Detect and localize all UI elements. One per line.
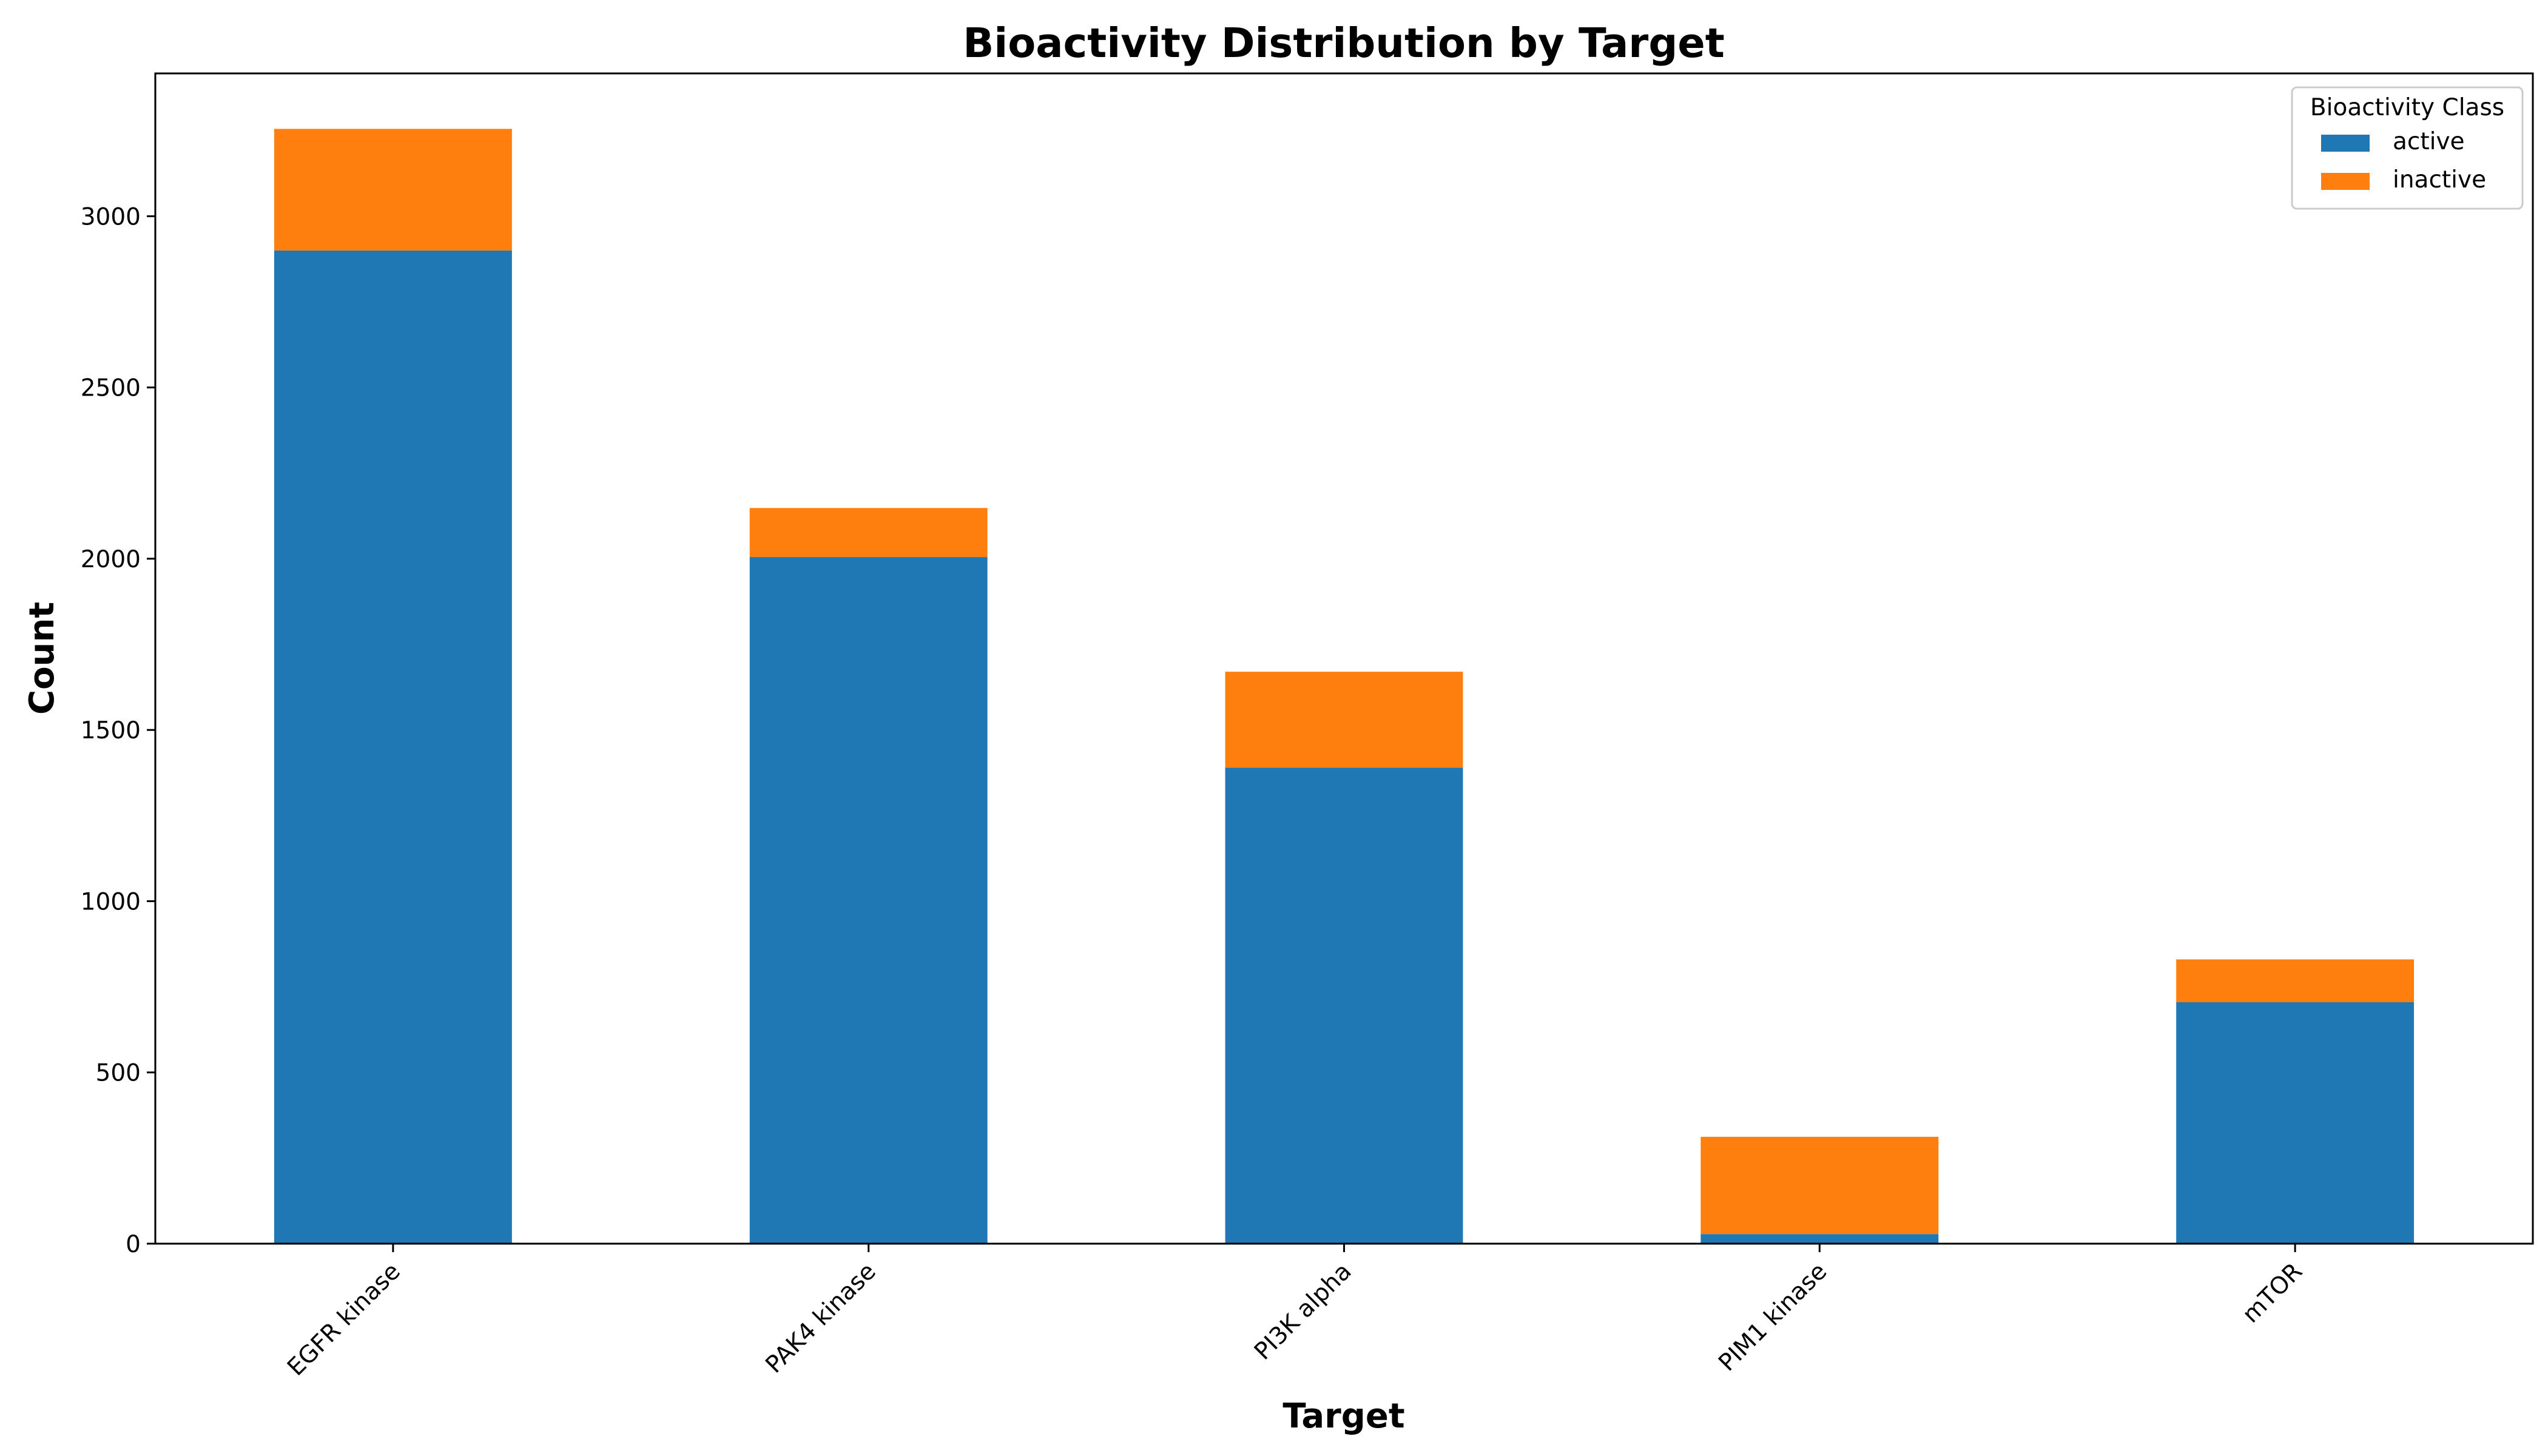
legend-title: Bioactivity Class	[2310, 94, 2504, 121]
bars-layer	[274, 129, 2415, 1244]
legend: Bioactivity Class active inactive	[2291, 86, 2524, 210]
legend-items: active inactive	[2321, 128, 2486, 194]
legend-label-active: active	[2393, 128, 2465, 155]
x-axis-label: Target	[1282, 1397, 1404, 1436]
y-axis-label: Count	[22, 602, 62, 715]
x-axis: EGFR kinase PAK4 kinase PI3K alpha PIM1 kin…	[282, 1244, 2308, 1381]
y-tick-label: 2000	[81, 546, 141, 573]
plot-frame	[154, 72, 2534, 1245]
bar-inactive-egfr-kinase	[274, 129, 512, 251]
x-tick-label: PAK4 kinase	[760, 1258, 881, 1378]
chart-title: Bioactivity Distribution by Target	[963, 19, 1725, 67]
bar-inactive-mtor	[2176, 959, 2415, 1003]
x-tick-label: mTOR	[2237, 1258, 2308, 1328]
bar-active-pak4-kinase	[749, 557, 988, 1244]
bar-inactive-pak4-kinase	[749, 508, 988, 558]
y-tick-label: 2500	[81, 375, 141, 402]
legend-swatch-active	[2321, 135, 2370, 152]
legend-swatch-inactive	[2321, 173, 2370, 190]
bar-active-egfr-kinase	[274, 250, 512, 1244]
y-axis: 0 500 1000 1500 2000 2500 3000	[81, 203, 155, 1258]
y-tick-label: 3000	[81, 203, 141, 231]
bar-active-pim1-kinase	[1700, 1234, 1939, 1244]
x-tick-label: PIM1 kinase	[1713, 1258, 1832, 1377]
legend-label-inactive: inactive	[2393, 166, 2486, 194]
bar-inactive-pi3k-alpha	[1225, 672, 1463, 768]
bar-inactive-pim1-kinase	[1700, 1136, 1939, 1235]
bar-active-pi3k-alpha	[1225, 767, 1463, 1244]
bar-active-mtor	[2176, 1002, 2415, 1244]
x-tick-label: EGFR kinase	[282, 1258, 406, 1381]
y-tick-label: 1000	[81, 888, 141, 915]
x-tick-label: PI3K alpha	[1249, 1258, 1357, 1365]
y-tick-label: 500	[96, 1060, 141, 1087]
y-tick-label: 1500	[81, 717, 141, 744]
y-tick-label: 0	[126, 1231, 141, 1258]
